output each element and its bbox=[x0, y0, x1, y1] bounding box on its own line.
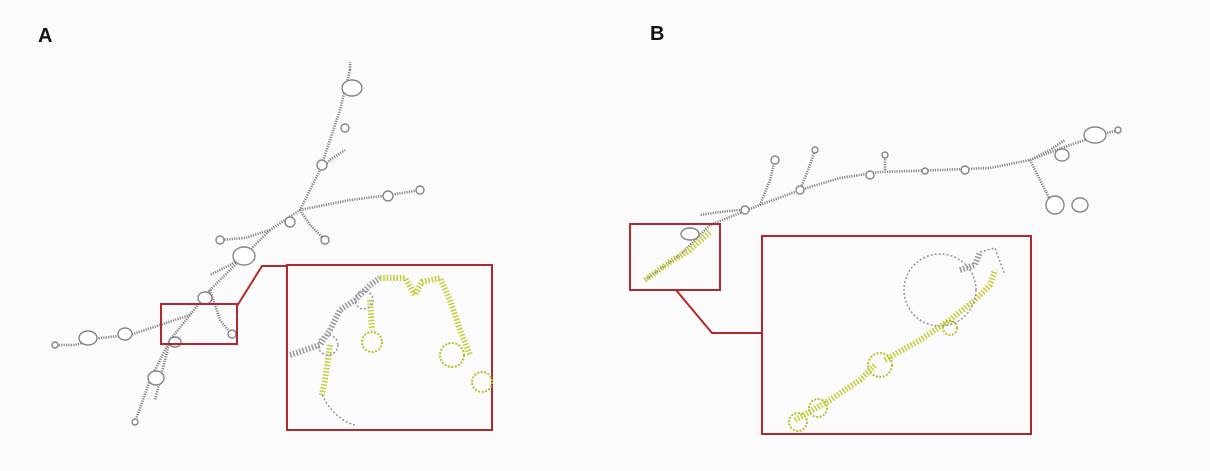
structure-part bbox=[904, 254, 976, 326]
structure-part bbox=[300, 210, 325, 240]
structure-part bbox=[198, 292, 212, 304]
structure-part bbox=[210, 290, 232, 335]
structure-part bbox=[383, 191, 393, 201]
structure-part bbox=[220, 230, 270, 240]
structure-part bbox=[741, 206, 749, 214]
zoom-box bbox=[676, 290, 762, 333]
structure-part bbox=[132, 419, 138, 425]
structure-part bbox=[1084, 127, 1106, 143]
panel-label: B bbox=[650, 23, 664, 45]
structure-part bbox=[866, 171, 874, 179]
structure-part bbox=[317, 160, 327, 170]
structure-part bbox=[960, 252, 980, 270]
structure-part bbox=[961, 166, 969, 174]
structure-part bbox=[216, 236, 224, 244]
structure-part bbox=[1072, 198, 1088, 212]
structure-part bbox=[882, 152, 888, 158]
rna-structure-b bbox=[645, 127, 1121, 280]
structure-part bbox=[771, 156, 779, 164]
structure-part bbox=[812, 147, 818, 153]
structure-part bbox=[322, 345, 330, 395]
structure-part bbox=[118, 328, 132, 340]
structure-part bbox=[1055, 149, 1069, 161]
structure-part bbox=[760, 160, 775, 205]
structure-part bbox=[440, 343, 464, 367]
structure-part bbox=[155, 340, 170, 400]
zoom-box bbox=[762, 236, 1031, 434]
zoom-b bbox=[630, 224, 1031, 434]
structure-part bbox=[1046, 196, 1064, 214]
structure-part bbox=[322, 395, 355, 425]
structure-part bbox=[885, 270, 995, 360]
structure-part bbox=[922, 168, 928, 174]
structure-part bbox=[342, 80, 362, 96]
structure-part bbox=[681, 228, 699, 240]
structure-part bbox=[169, 337, 181, 347]
structure-part bbox=[285, 217, 295, 227]
structure-part bbox=[321, 236, 329, 244]
structure-part bbox=[796, 186, 804, 194]
rna-structure-a bbox=[52, 62, 424, 425]
structure-part bbox=[416, 186, 424, 194]
structure-part bbox=[795, 365, 875, 420]
structure-part bbox=[472, 372, 492, 392]
structure-part bbox=[1115, 127, 1121, 133]
structure-part bbox=[79, 331, 97, 345]
panel-label: A bbox=[38, 25, 52, 47]
structure-part bbox=[980, 248, 1005, 275]
structure-part bbox=[700, 210, 740, 215]
structure-part bbox=[341, 124, 349, 132]
structure-part bbox=[362, 332, 382, 352]
structure-part bbox=[300, 190, 420, 210]
structure-part bbox=[233, 247, 255, 265]
structure-part bbox=[135, 70, 350, 422]
structure-part bbox=[290, 330, 330, 355]
zoom-box bbox=[237, 266, 287, 306]
structure-part bbox=[800, 150, 815, 190]
structure-part bbox=[228, 330, 236, 338]
figure: A B bbox=[0, 0, 1210, 471]
structure-part bbox=[148, 371, 164, 385]
structure-part bbox=[52, 342, 58, 348]
